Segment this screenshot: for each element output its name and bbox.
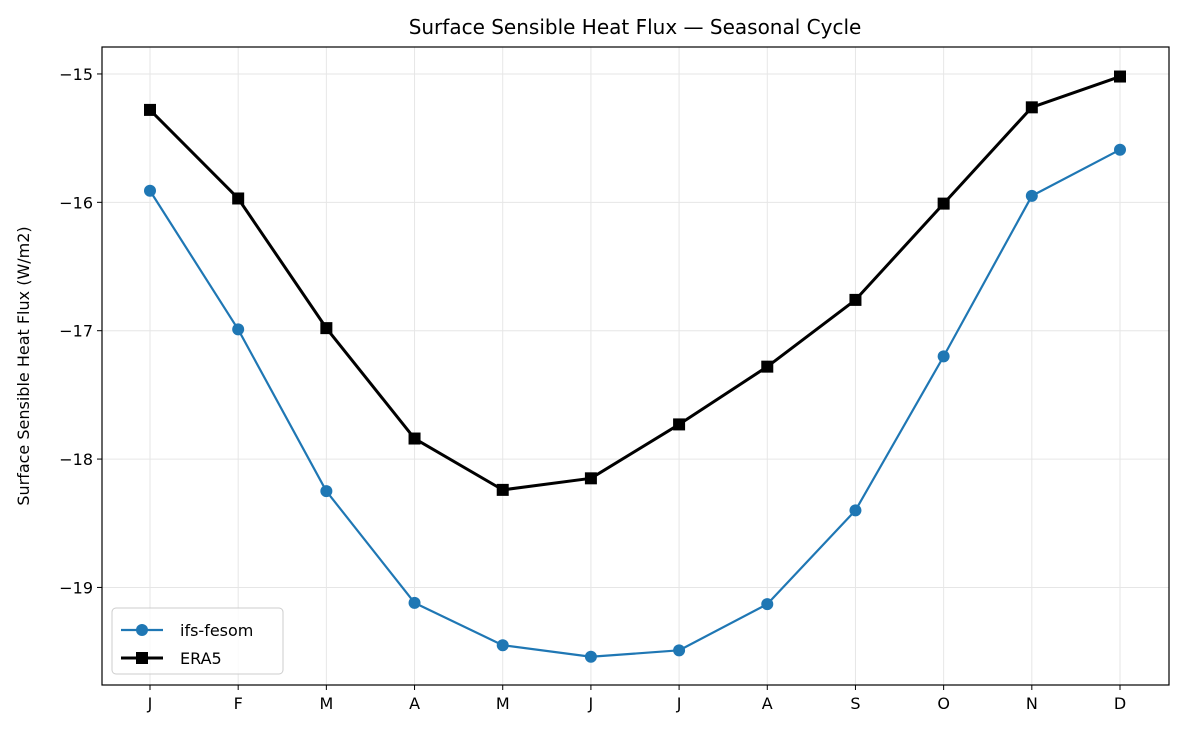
data-point bbox=[849, 293, 862, 306]
legend-marker bbox=[136, 652, 148, 664]
legend: ifs-fesom ERA5 bbox=[111, 607, 284, 675]
y-tick-label: −16 bbox=[59, 193, 93, 212]
series-line bbox=[148, 75, 1121, 492]
grid bbox=[102, 47, 1169, 685]
chart-title: Surface Sensible Heat Flux — Seasonal Cy… bbox=[409, 15, 862, 39]
y-axis-label: Surface Sensible Heat Flux (W/m2) bbox=[14, 226, 33, 505]
x-tick-label: N bbox=[1026, 694, 1038, 713]
data-point bbox=[937, 197, 950, 210]
data-point bbox=[320, 322, 333, 335]
x-tick-label: S bbox=[850, 694, 860, 713]
data-point bbox=[1114, 70, 1126, 83]
y-tick-label: −17 bbox=[59, 322, 93, 341]
x-tick-label: F bbox=[234, 694, 243, 713]
data-point bbox=[761, 598, 774, 611]
data-point bbox=[320, 485, 333, 498]
legend-label: ERA5 bbox=[180, 649, 222, 668]
series-ifs-fesom bbox=[144, 143, 1126, 663]
data-point bbox=[496, 639, 509, 652]
data-point bbox=[584, 472, 597, 485]
x-tick-label: J bbox=[588, 694, 594, 713]
data-point bbox=[1025, 189, 1038, 202]
series-layer bbox=[144, 70, 1126, 663]
data-point bbox=[144, 184, 156, 197]
x-tick-label: D bbox=[1114, 694, 1126, 713]
legend-marker bbox=[136, 624, 148, 636]
data-point bbox=[496, 483, 509, 496]
data-point bbox=[937, 350, 950, 363]
x-tick-label: J bbox=[147, 694, 153, 713]
data-point bbox=[408, 432, 421, 445]
plot-frame bbox=[101, 46, 1170, 686]
y-tick-label: −18 bbox=[59, 450, 93, 469]
data-point bbox=[849, 504, 862, 517]
data-point bbox=[1025, 101, 1038, 114]
data-point bbox=[673, 418, 686, 431]
data-point bbox=[232, 323, 245, 336]
data-point bbox=[761, 360, 774, 373]
x-tick-label: A bbox=[409, 694, 420, 713]
y-tick-label: −15 bbox=[59, 65, 93, 84]
data-point bbox=[144, 103, 156, 116]
series-era5 bbox=[144, 70, 1126, 496]
x-tick-label: J bbox=[676, 694, 682, 713]
x-tick-label: A bbox=[762, 694, 773, 713]
data-point bbox=[584, 650, 597, 663]
y-tick-label: −19 bbox=[59, 578, 93, 597]
x-tick-label: M bbox=[496, 694, 510, 713]
data-point bbox=[408, 596, 421, 609]
data-point bbox=[232, 192, 245, 205]
data-point bbox=[1114, 143, 1126, 156]
legend-label: ifs-fesom bbox=[180, 621, 253, 640]
data-point bbox=[673, 644, 686, 657]
axis-ticks: J F M A M J J A S O N D −15 −16 −17 −18 −19 bbox=[59, 65, 1126, 713]
series-line bbox=[149, 148, 1121, 658]
x-tick-label: M bbox=[319, 694, 333, 713]
x-tick-label: O bbox=[937, 694, 950, 713]
